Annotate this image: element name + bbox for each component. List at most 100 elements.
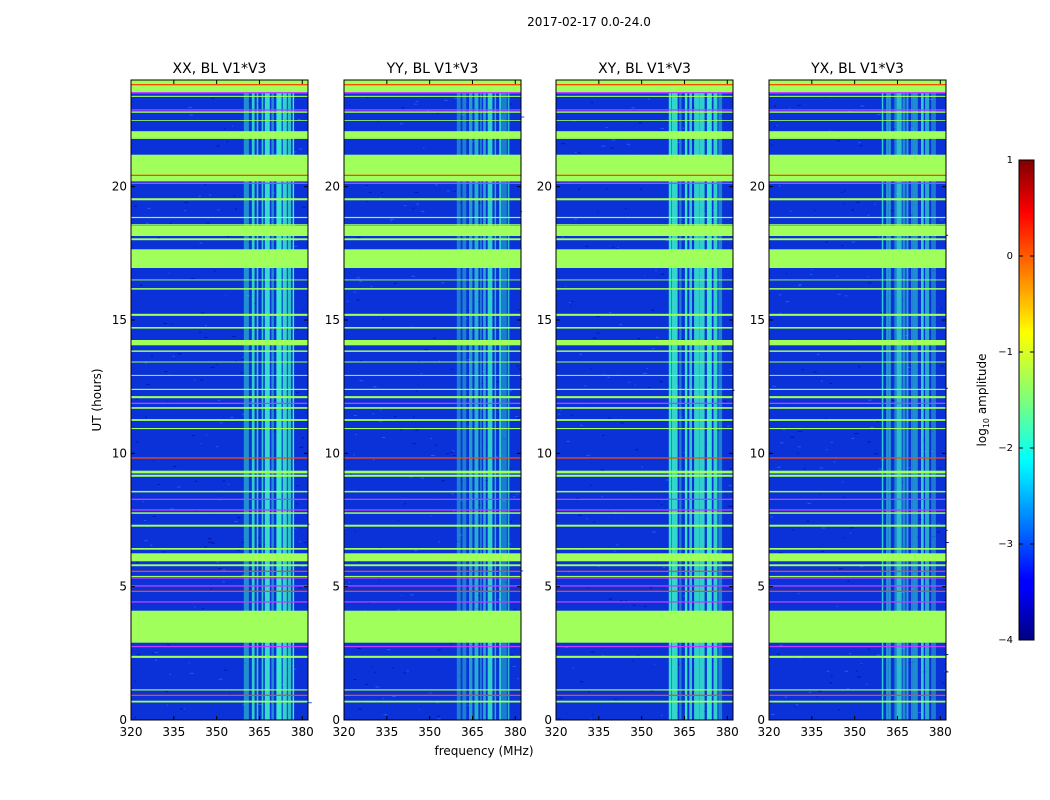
noise-speck [730,528,733,530]
noise-speck [678,663,681,665]
noise-speck [430,437,433,439]
panel-frame [555,79,734,721]
noise-speck [467,359,471,361]
noise-speck [398,519,400,521]
noise-speck [665,479,669,481]
flag-line [344,137,521,139]
noise-speck [294,245,298,247]
x-tick-label: 350 [205,725,228,739]
noise-speck [676,142,681,143]
x-tick-label: 380 [504,725,527,739]
noise-speck [204,546,207,548]
noise-speck [728,505,733,507]
noise-speck [293,151,297,153]
noise-speck [566,440,570,442]
noise-speck [608,598,612,600]
noise-speck [772,385,777,387]
noise-speck [222,569,226,571]
noise-speck [922,439,925,441]
noise-speck [478,504,482,506]
noise-speck [786,272,787,274]
flag-line [131,512,308,514]
rfi-streak [287,80,292,720]
noise-speck [169,673,172,675]
noise-speck [391,695,396,697]
noise-speck [307,702,312,704]
noise-speck [711,280,715,282]
y-tick-label: 20 [537,180,552,194]
noise-speck [813,371,817,373]
noise-speck [590,651,594,653]
flag-line [131,548,308,550]
flagged-block [344,340,521,346]
flagged-blocks [769,80,946,643]
noise-speck [167,401,169,403]
flag-line [131,224,308,225]
noise-speck [460,237,464,239]
noise-speck [224,669,228,671]
noise-speck [204,337,208,338]
noise-speck [165,691,168,692]
noise-speck [574,152,577,153]
flag-line [344,313,521,316]
noise-speck [297,119,301,121]
noise-speck [299,446,304,448]
hot-line [769,402,946,404]
noise-speck [509,390,513,392]
noise-speck [798,284,802,286]
noise-speck [153,460,155,462]
flag-line [556,131,733,133]
flag-line [131,95,308,97]
flag-line [556,313,733,316]
noise-speck [916,536,919,538]
noise-speck [348,581,351,583]
noise-speck [365,683,368,685]
noise-speck [830,441,833,443]
noise-speck [814,210,816,212]
flag-line [556,279,733,281]
noise-speck [650,690,654,692]
y-tick-label: 20 [750,180,765,194]
noise-speck [938,523,940,525]
flag-line [344,428,521,430]
noise-speck [200,379,203,381]
hot-line [344,92,521,94]
flag-line [131,198,308,201]
flag-line [556,689,733,691]
flag-line [344,120,521,121]
noise-speck [579,353,582,355]
noise-speck [590,484,592,486]
hot-line [344,585,521,587]
y-tick-label: 15 [112,313,127,327]
noise-speck [453,455,456,456]
noise-speck [857,676,861,678]
noise-speck [590,458,593,460]
flag-line [344,396,521,399]
noise-speck [778,294,782,296]
noise-speck [145,416,147,418]
noise-speck [909,214,914,216]
flag-line [344,238,521,241]
flag-line [344,361,521,363]
rfi-streak [684,80,688,720]
noise-speck [804,104,806,106]
noise-speck [421,477,424,479]
noise-speck [190,278,195,280]
noise-speck [247,100,251,102]
noise-speck [432,337,437,339]
panel-3: XY, BL V1*V3 320 335 350 365 380 0 5 10 15 20 [537,61,739,739]
noise-speck [902,355,904,357]
noise-speck [839,568,843,570]
noise-speck [907,139,912,141]
noise-speck [644,274,646,276]
x-tick-label: 350 [418,725,441,739]
flag-line [556,198,733,201]
noise-speck [233,195,235,197]
noise-speck [272,277,275,279]
noise-speck [354,433,357,435]
noise-speck [771,144,773,146]
noise-speck [222,480,226,482]
noise-speck [906,328,911,330]
noise-speck [218,568,222,569]
noise-speck [940,219,944,221]
